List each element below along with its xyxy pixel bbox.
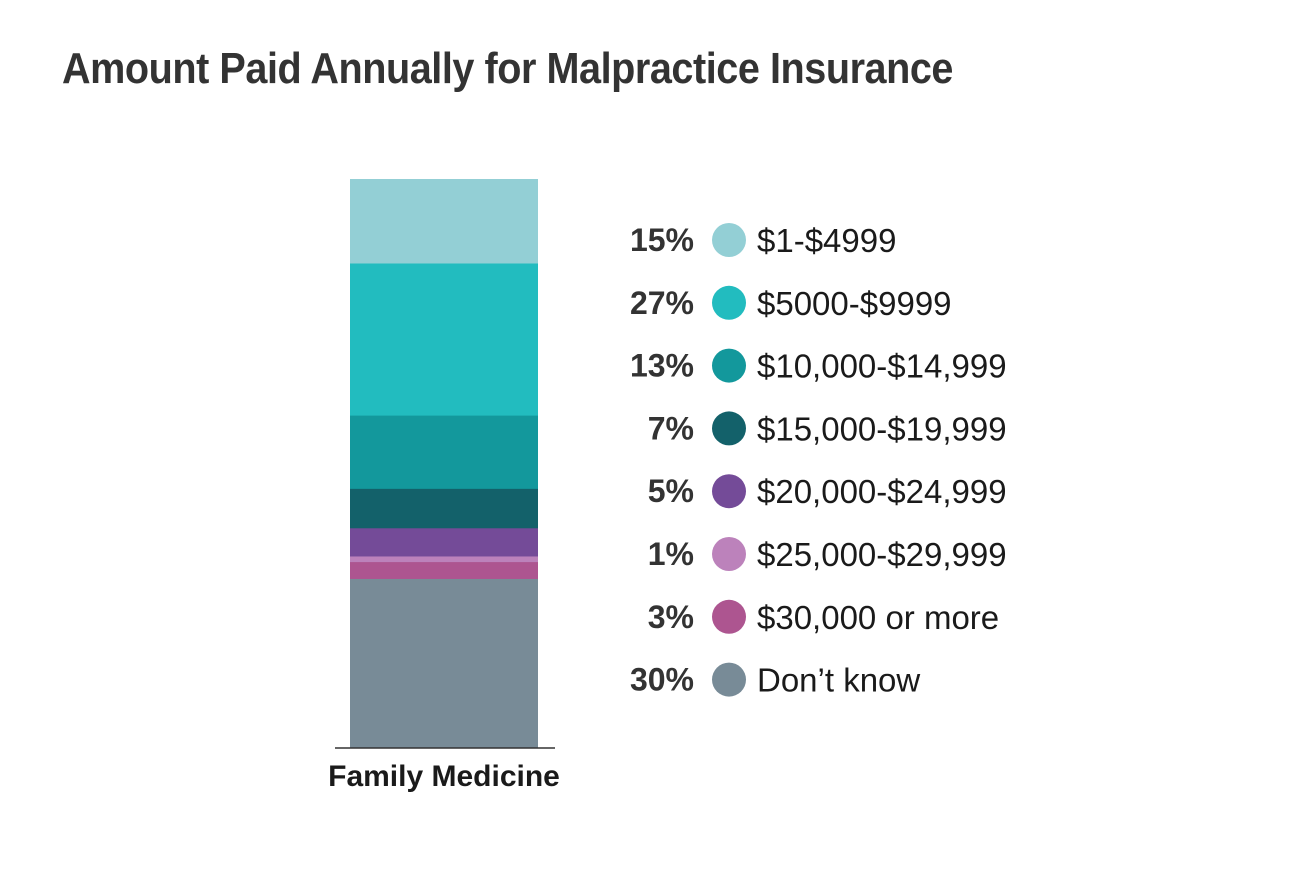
legend-percent: 27% [630, 285, 694, 321]
stacked-bar [350, 179, 538, 749]
legend-item-3: 13% $10,000-$14,999 [630, 348, 1007, 385]
legend-item-6: 1% $25,000-$29,999 [648, 536, 1007, 573]
bar-segment-8 [350, 578, 538, 749]
legend-percent: 13% [630, 348, 694, 384]
bar-segment-3 [350, 415, 538, 490]
legend-percent: 1% [648, 536, 694, 572]
legend-item-7: 3% $30,000 or more [648, 599, 999, 636]
legend: 15% $1-$4999 27% $5000-$9999 13% $10,000-$14,… [630, 222, 1007, 699]
bar-segment-7 [350, 562, 538, 580]
legend-percent: 7% [648, 410, 694, 446]
legend-label: $20,000-$24,999 [757, 473, 1007, 510]
legend-percent: 30% [630, 662, 694, 698]
legend-swatch-icon [712, 285, 746, 320]
legend-label: $10,000-$14,999 [757, 348, 1007, 385]
legend-item-2: 27% $5000-$9999 [630, 285, 952, 322]
legend-swatch-icon [712, 223, 746, 257]
legend-percent: 3% [648, 599, 694, 635]
legend-item-5: 5% $20,000-$24,999 [648, 473, 1007, 510]
legend-swatch-icon [712, 662, 746, 697]
legend-swatch-icon [712, 348, 746, 383]
legend-swatch-icon [712, 537, 746, 571]
legend-swatch-icon [712, 599, 746, 634]
legend-label: $1-$4999 [757, 222, 896, 259]
legend-label: $5000-$9999 [757, 285, 952, 322]
category-label: Family Medicine [328, 760, 560, 793]
bar-segment-4 [350, 488, 538, 529]
legend-label: $15,000-$19,999 [757, 410, 1007, 447]
legend-item-1: 15% $1-$4999 [630, 222, 897, 259]
legend-percent: 5% [648, 473, 694, 509]
legend-swatch-icon [712, 411, 746, 446]
bar-segment-6 [350, 556, 538, 563]
bar-segment-1 [350, 179, 538, 264]
legend-swatch-icon [712, 474, 746, 509]
chart-title: Amount Paid Annually for Malpractice Ins… [62, 44, 954, 93]
legend-item-8: 30% Don’t know [630, 662, 920, 699]
legend-percent: 15% [630, 222, 694, 258]
legend-label: $30,000 or more [757, 599, 999, 636]
bar-segment-2 [350, 263, 538, 417]
legend-label: $25,000-$29,999 [757, 536, 1007, 573]
legend-item-4: 7% $15,000-$19,999 [648, 410, 1007, 447]
legend-label: Don’t know [757, 662, 920, 699]
bar-segment-5 [350, 528, 538, 557]
